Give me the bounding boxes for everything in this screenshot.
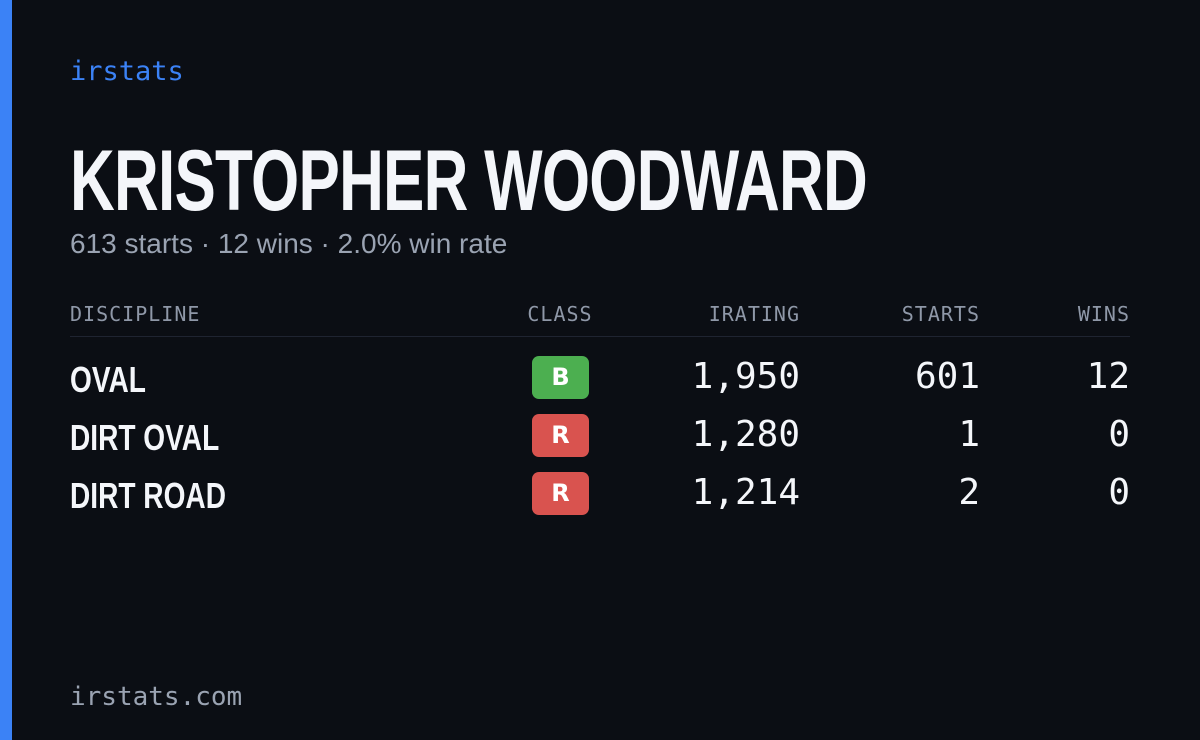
column-header: CLASS: [527, 302, 593, 326]
column-header: WINS: [1077, 302, 1130, 326]
wins: 0: [1108, 414, 1130, 455]
starts: 1: [958, 414, 980, 455]
class-badge: B: [532, 356, 589, 399]
column-header: STARTS: [901, 302, 980, 326]
footer: irstats.com: [70, 682, 243, 712]
driver-summary: 613 starts · 12 wins · 2.0% win rate: [70, 228, 508, 259]
column-header: DISCIPLINE: [70, 302, 201, 326]
wins: 12: [1086, 356, 1130, 397]
class-badge: R: [532, 414, 589, 457]
brand: irstats: [70, 56, 184, 87]
discipline: DIRT OVAL: [70, 417, 220, 458]
header-rule: [70, 336, 1130, 337]
starts: 2: [958, 472, 980, 513]
irating: 1,214: [691, 472, 800, 513]
driver-name: KRISTOPHER WOODWARD: [70, 133, 868, 229]
discipline: DIRT ROAD: [70, 475, 226, 516]
column-header: IRATING: [708, 302, 800, 326]
discipline: OVAL: [70, 359, 146, 400]
irating: 1,950: [691, 356, 800, 397]
starts: 601: [914, 356, 980, 397]
irating: 1,280: [691, 414, 800, 455]
wins: 0: [1108, 472, 1130, 513]
class-badge: R: [532, 472, 589, 515]
accent-bar: [0, 0, 12, 740]
